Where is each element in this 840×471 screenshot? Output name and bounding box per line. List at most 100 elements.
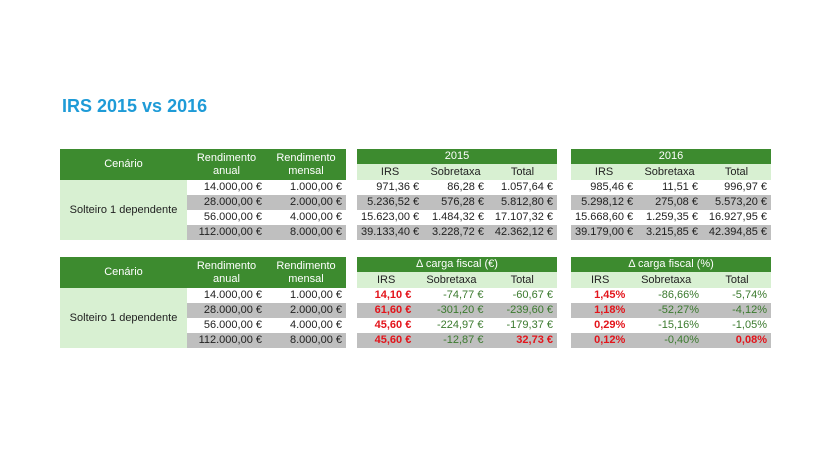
column-header: Sobretaxa <box>637 164 702 180</box>
column-header: Total <box>487 164 557 180</box>
table-row: Solteiro 1 dependente 14.000,00 €1.000,00… <box>60 288 346 348</box>
table-row: 1,18% -52,27% -4,12% <box>571 303 771 318</box>
table-cell: 1,45% <box>571 288 630 303</box>
table-cell: 14.000,00 € <box>187 288 266 303</box>
table-row: 28.000,00 €2.000,00 € <box>60 195 346 210</box>
table-cell: 0,29% <box>571 318 630 333</box>
table-cell: 56.000,00 € <box>187 210 266 225</box>
table-cell: 56.000,00 € <box>187 318 266 333</box>
group-header: Δ carga fiscal (%) <box>571 257 771 272</box>
data-table: 2016 IRS Sobretaxa Total 985,46 €11,51 €996,… <box>571 149 771 240</box>
group-header: 2015 <box>357 149 557 164</box>
table-cell: 5.812,80 € <box>487 195 557 210</box>
table-cell: 17.107,32 € <box>487 210 557 225</box>
table-row: 56.000,00 €4.000,00 € <box>60 210 346 225</box>
table-cell: 28.000,00 € <box>187 195 266 210</box>
group-header: 2016 <box>571 149 771 164</box>
table-cell: 2.000,00 € <box>266 195 346 210</box>
table-row: 971,36 €86,28 €1.057,64 € <box>357 180 557 195</box>
table-cell: 971,36 € <box>357 180 424 195</box>
table-cell: -4,12% <box>703 303 771 318</box>
table-cell: 5.236,52 € <box>357 195 424 210</box>
table-cell: -301,20 € <box>415 303 488 318</box>
table-cell: 1.484,32 € <box>423 210 488 225</box>
table-cell: 15.668,60 € <box>571 210 638 225</box>
column-header: Cenário <box>60 257 187 288</box>
table-row: 0,12% -0,40% 0,08% <box>571 333 771 348</box>
data-table: Δ carga fiscal (%) IRS Sobretaxa Total 1,45%… <box>571 257 771 348</box>
table-row: 15.623,00 €1.484,32 €17.107,32 € <box>357 210 557 225</box>
column-header: Sobretaxa <box>629 272 704 288</box>
table-row: 112.000,00 €8.000,00 € <box>60 225 346 240</box>
table-cell: 3.228,72 € <box>423 225 488 240</box>
table-cell: 61,60 € <box>357 303 416 318</box>
table-cell: 15.623,00 € <box>357 210 424 225</box>
scenario-table: Cenário Rendimento anual Rendimento mensal… <box>60 149 346 240</box>
table-cell: 1,18% <box>571 303 630 318</box>
table-cell: 32,73 € <box>487 333 557 348</box>
table-row: 45,60 € -12,87 €32,73 € <box>357 333 557 348</box>
table-cell: -52,27% <box>629 303 704 318</box>
table-row: 985,46 €11,51 €996,97 € <box>571 180 771 195</box>
table-cell: 576,28 € <box>423 195 488 210</box>
table-cell: 985,46 € <box>571 180 638 195</box>
table-cell: 11,51 € <box>637 180 702 195</box>
table-cell: 42.362,12 € <box>487 225 557 240</box>
table-cell: 275,08 € <box>637 195 702 210</box>
table-row: 56.000,00 €4.000,00 € <box>60 318 346 333</box>
table-row: 61,60 € -301,20 € -239,60 € <box>357 303 557 318</box>
table-row: 112.000,00 €8.000,00 € <box>60 333 346 348</box>
table-cell: -224,97 € <box>415 318 488 333</box>
table-cell: 8.000,00 € <box>266 225 346 240</box>
table-cell: 28.000,00 € <box>187 303 266 318</box>
table-cell: 112.000,00 € <box>187 225 266 240</box>
table-cell: 86,28 € <box>423 180 488 195</box>
page-title: IRS 2015 vs 2016 <box>62 96 208 116</box>
table-row: 14,10 € -74,77 € -60,67 € <box>357 288 557 303</box>
scenario-label: Solteiro 1 dependente <box>60 288 187 348</box>
table-cell: -86,66% <box>629 288 704 303</box>
table-cell: 16.927,95 € <box>701 210 771 225</box>
column-header: Rendimento mensal <box>266 149 346 180</box>
table-cell: 1.000,00 € <box>266 180 346 195</box>
table-cell: 1.057,64 € <box>487 180 557 195</box>
table-cell: 14,10 € <box>357 288 416 303</box>
table-row: 45,60 € -224,97 € -179,37 € <box>357 318 557 333</box>
column-header: IRS <box>571 164 638 180</box>
table-row: 28.000,00 €2.000,00 € <box>60 303 346 318</box>
table-cell: 45,60 € <box>357 333 416 348</box>
table-cell: 5.573,20 € <box>701 195 771 210</box>
table-cell: 42.394,85 € <box>701 225 771 240</box>
column-header: IRS <box>571 272 630 288</box>
table-cell: 5.298,12 € <box>571 195 638 210</box>
scenario-label: Solteiro 1 dependente <box>60 180 187 240</box>
table-cell: 1.259,35 € <box>637 210 702 225</box>
table-cell: -5,74% <box>703 288 771 303</box>
column-header: IRS <box>357 164 424 180</box>
table-row: 39.179,00 €3.215,85 €42.394,85 € <box>571 225 771 240</box>
column-header: Cenário <box>60 149 187 180</box>
column-header: Rendimento anual <box>187 257 266 288</box>
data-table: 2015 IRS Sobretaxa Total 971,36 €86,28 €1.05… <box>357 149 557 240</box>
table-cell: 112.000,00 € <box>187 333 266 348</box>
table-cell: -239,60 € <box>487 303 557 318</box>
table-cell: 2.000,00 € <box>266 303 346 318</box>
table-cell: 4.000,00 € <box>266 318 346 333</box>
table-row: 39.133,40 €3.228,72 €42.362,12 € <box>357 225 557 240</box>
column-header: Sobretaxa <box>415 272 488 288</box>
table-cell: -74,77 € <box>415 288 488 303</box>
table-row: 5.298,12 €275,08 €5.573,20 € <box>571 195 771 210</box>
table-row: 15.668,60 €1.259,35 €16.927,95 € <box>571 210 771 225</box>
table-row: 5.236,52 €576,28 €5.812,80 € <box>357 195 557 210</box>
column-header: Total <box>703 272 771 288</box>
table-cell: 1.000,00 € <box>266 288 346 303</box>
table-cell: -179,37 € <box>487 318 557 333</box>
table-row: 0,29% -15,16% -1,05% <box>571 318 771 333</box>
table-cell: -12,87 € <box>415 333 488 348</box>
table-cell: 14.000,00 € <box>187 180 266 195</box>
column-header: Total <box>701 164 771 180</box>
table-cell: 45,60 € <box>357 318 416 333</box>
table-cell: -0,40% <box>629 333 704 348</box>
column-header: Rendimento anual <box>187 149 266 180</box>
table-cell: -15,16% <box>629 318 704 333</box>
